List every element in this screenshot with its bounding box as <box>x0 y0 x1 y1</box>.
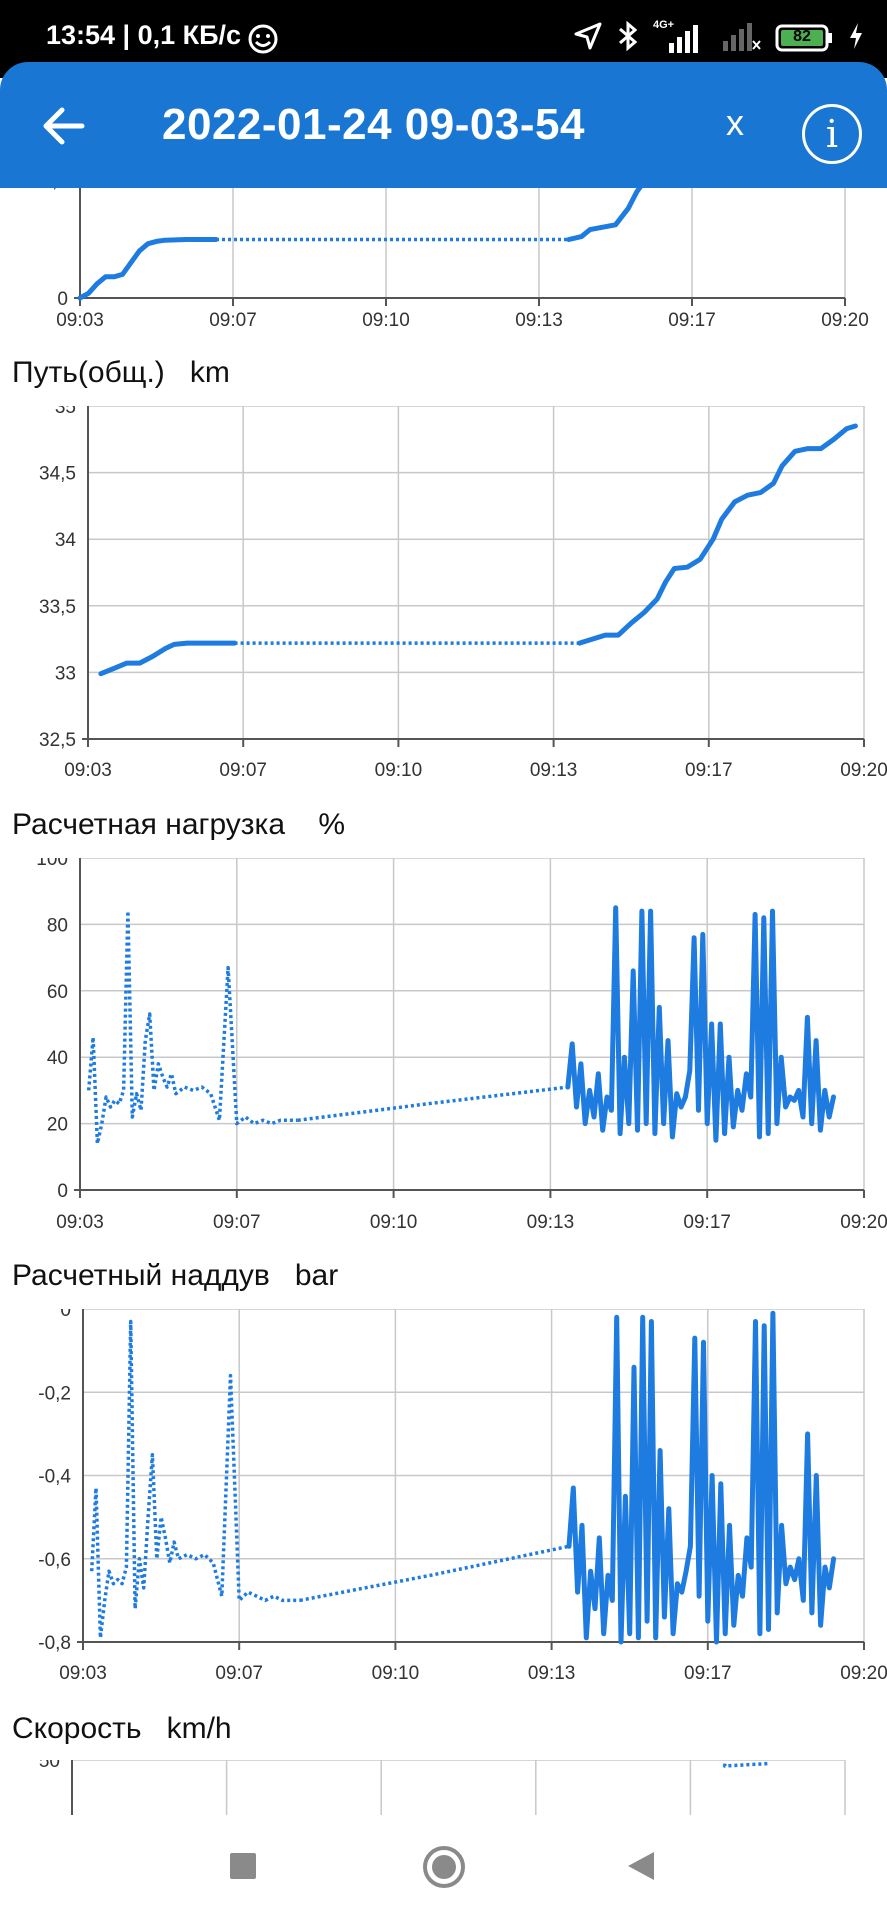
x-tick-label: 09:13 <box>515 310 563 331</box>
section-title-engine-load: Расчетная нагрузка % <box>12 808 345 842</box>
section-name: Скорость <box>12 1712 142 1745</box>
y-tick-label: 50 <box>39 1760 60 1772</box>
triangle-back-icon <box>628 1852 654 1880</box>
section-unit: bar <box>294 1259 339 1292</box>
bluetooth-icon <box>617 20 639 57</box>
y-tick-label: 35 <box>55 406 76 418</box>
navigation-bar <box>0 1815 887 1920</box>
x-tick-label: 09:20 <box>840 1212 887 1233</box>
x-tick-label: 09:07 <box>213 1212 261 1233</box>
y-tick-label: 0 <box>57 1181 68 1202</box>
network-type: 4G+ <box>653 19 675 31</box>
x-tick-label: 09:13 <box>530 760 578 781</box>
section-name: Расчетный наддув <box>12 1259 270 1292</box>
back-nav-button[interactable] <box>624 1849 658 1888</box>
recents-button[interactable] <box>228 1851 258 1886</box>
series-line <box>566 1310 837 1645</box>
x-tick-label: 09:10 <box>375 760 423 781</box>
series-line <box>723 1761 770 1768</box>
y-tick-label: 20 <box>47 1115 68 1136</box>
chart-partial-top: 0 0,5 09:03 09:07 09:10 09:13 09:17 09:20 <box>42 188 869 331</box>
x-tick-label: 09:03 <box>64 760 112 781</box>
x-tick-label: 09:10 <box>362 310 410 331</box>
section-name: Расчетная нагрузка <box>12 808 286 841</box>
x-tick-label: 09:13 <box>528 1663 576 1684</box>
series-line <box>89 1319 300 1640</box>
section-unit: km/h <box>166 1712 232 1745</box>
y-tick-label: 80 <box>47 915 68 936</box>
x-tick-label: 09:07 <box>209 310 257 331</box>
x-tick-label: 09:07 <box>215 1663 263 1684</box>
y-tick-label: 0,5 <box>42 188 68 192</box>
x-tick-label: 09:10 <box>370 1212 418 1233</box>
circle-icon <box>423 1846 465 1888</box>
y-tick-label: -0,8 <box>38 1633 71 1654</box>
y-tick-label: 40 <box>47 1048 68 1069</box>
y-tick-label: 100 <box>36 858 68 870</box>
signal-sim2-icon <box>721 19 761 58</box>
x-tick-label: 09:13 <box>527 1212 575 1233</box>
series-line <box>86 909 298 1146</box>
x-tick-label: 09:10 <box>372 1663 420 1684</box>
series-line <box>565 905 836 1143</box>
y-tick-label: 33 <box>55 663 76 684</box>
x-tick-label: 09:17 <box>668 310 716 331</box>
series-line <box>299 1544 570 1603</box>
home-button[interactable] <box>422 1845 466 1894</box>
series-line <box>577 423 858 646</box>
chart-speed: 50 <box>39 1760 846 1815</box>
location-icon <box>573 21 603 56</box>
series-line <box>297 1085 569 1123</box>
x-tick-label: 09:17 <box>684 1663 732 1684</box>
section-name: Путь(общ.) <box>12 356 165 389</box>
close-button[interactable]: x <box>726 102 744 143</box>
y-tick-label: 60 <box>47 982 68 1003</box>
series-line <box>566 188 643 242</box>
y-tick-label: 34,5 <box>39 464 76 485</box>
section-title-distance: Путь(общ.) km <box>12 356 230 390</box>
battery-level: 82 <box>793 28 811 45</box>
section-title-boost: Расчетный наддув bar <box>12 1259 338 1293</box>
chart-engine-load: 0 20 40 60 80 100 09:03 09:07 09:10 09:13 09:17 09:… <box>36 858 887 1233</box>
x-tick-label: 09:20 <box>821 310 869 331</box>
status-icons: 4G+ 82 <box>573 18 865 58</box>
y-tick-label: -0,4 <box>38 1467 71 1488</box>
battery-icon: 82 <box>775 24 833 52</box>
charts-scroll-area[interactable]: 0 0,5 09:03 09:07 09:10 09:13 09:17 09:20 Путь(… <box>0 188 887 1815</box>
square-icon <box>230 1853 256 1879</box>
x-tick-label: 09:17 <box>683 1212 731 1233</box>
x-tick-label: 09:20 <box>840 1663 887 1684</box>
series-line <box>77 237 219 301</box>
x-tick-label: 09:03 <box>56 310 104 331</box>
section-title-speed: Скорость km/h <box>12 1712 232 1746</box>
page-title: 2022-01-24 09-03-54 <box>162 100 585 149</box>
x-tick-label: 09:03 <box>56 1212 104 1233</box>
y-tick-label: 33,5 <box>39 597 76 618</box>
signal-icon: 4G+ <box>653 19 707 55</box>
y-tick-label: 0 <box>57 289 68 310</box>
y-tick-label: 32,5 <box>39 730 76 751</box>
section-unit: km <box>189 356 230 389</box>
series-line <box>98 640 238 677</box>
y-tick-label: 34 <box>55 530 77 551</box>
info-button[interactable]: i <box>802 104 862 164</box>
y-tick-label: -0,6 <box>38 1550 71 1571</box>
app-bar: 2022-01-24 09-03-54 x i <box>0 62 887 188</box>
section-unit: % <box>318 808 346 841</box>
y-tick-label: 0 <box>60 1309 71 1321</box>
charging-icon <box>847 21 865 56</box>
emoji-notification-icon <box>246 22 280 61</box>
chart-distance: 32,5 33 33,5 34 34,5 35 09:03 09:07 09:10 09:13 09… <box>39 406 887 781</box>
back-button[interactable] <box>36 98 92 154</box>
x-tick-label: 09:03 <box>59 1663 107 1684</box>
x-tick-label: 09:17 <box>685 760 733 781</box>
x-tick-label: 09:20 <box>840 760 887 781</box>
chart-boost: -0,8 -0,6 -0,4 -0,2 0 09:03 09:07 09:10 09:13 09:… <box>38 1309 887 1684</box>
x-tick-label: 09:07 <box>219 760 267 781</box>
y-tick-label: -0,2 <box>38 1383 71 1404</box>
arrow-back-icon <box>43 107 85 145</box>
status-time-speed: 13:54 | 0,1 КБ/с <box>46 20 242 50</box>
